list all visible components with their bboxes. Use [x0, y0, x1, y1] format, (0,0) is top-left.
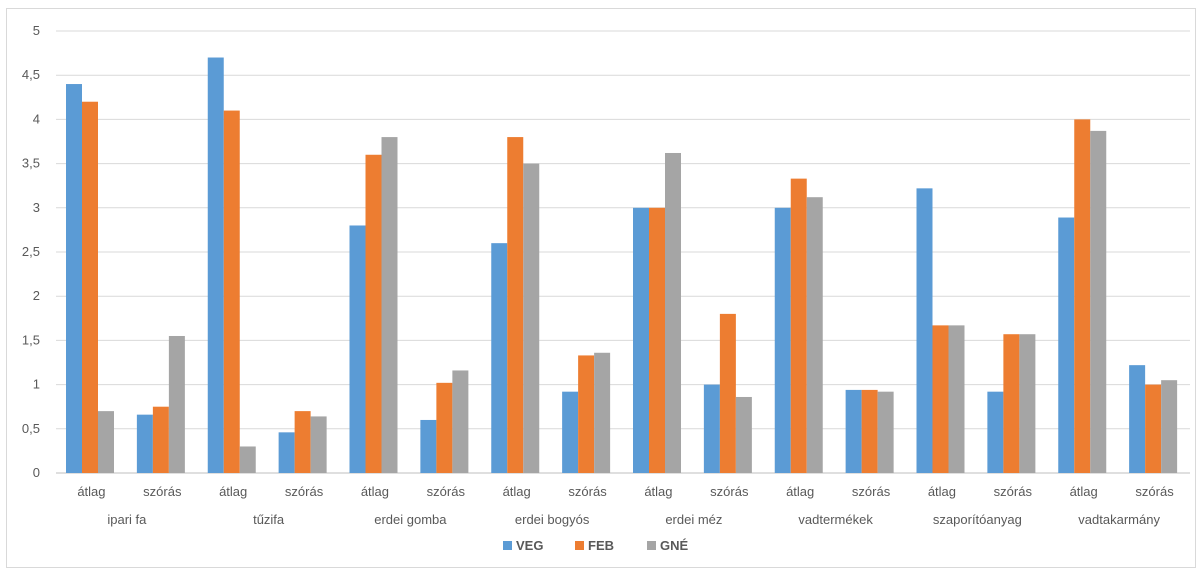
bar-feb-7 [507, 137, 524, 473]
bar-feb-1 [82, 101, 98, 473]
bar-gné-6 [452, 370, 469, 473]
y-tick-label: 4,5 [22, 67, 40, 82]
x-tick-label: átlag [644, 484, 672, 499]
bar-feb-12 [861, 389, 878, 473]
y-tick-label: 0 [33, 465, 40, 480]
bar-veg-1 [66, 84, 82, 473]
bar-veg-13 [916, 188, 933, 474]
x-tick-label: átlag [928, 484, 956, 499]
x-tick-label: átlag [1070, 484, 1098, 499]
y-tick-label: 3,5 [22, 156, 40, 171]
x-tick-label: szórás [852, 484, 891, 499]
y-tick-label: 5 [33, 23, 40, 38]
x-group-label: vadtermékek [798, 512, 873, 527]
legend-label: GNÉ [660, 538, 689, 553]
bar-gné-11 [806, 197, 823, 473]
bar-feb-6 [436, 382, 453, 473]
bar-gné-13 [948, 325, 965, 473]
bar-veg-3 [207, 57, 224, 474]
bar-gné-2 [168, 335, 185, 473]
bar-veg-12 [845, 389, 862, 473]
bar-gné-12 [877, 391, 894, 473]
x-group-label: vadtakarmány [1078, 512, 1160, 527]
bar-feb-8 [578, 355, 595, 473]
bar-gné-5 [381, 137, 398, 473]
x-group-label: erdei bogyós [515, 512, 590, 527]
bar-feb-2 [152, 406, 169, 473]
y-tick-label: 2 [33, 288, 40, 303]
x-tick-label: szórás [710, 484, 749, 499]
chart-frame [6, 8, 1196, 568]
bar-gné-8 [594, 352, 611, 473]
bar-gné-16 [1161, 380, 1178, 473]
bar-veg-16 [1129, 365, 1146, 473]
y-tick-label: 4 [33, 111, 40, 126]
bar-veg-8 [562, 391, 579, 473]
bar-gné-15 [1090, 130, 1107, 473]
bar-veg-7 [491, 243, 508, 473]
bar-feb-9 [649, 207, 665, 474]
bar-veg-2 [136, 414, 153, 473]
y-tick-label: 1,5 [22, 332, 40, 347]
legend-swatch-gné [647, 541, 656, 550]
x-tick-label: átlag [77, 484, 105, 499]
bar-veg-6 [420, 419, 437, 473]
bar-feb-14 [1003, 334, 1020, 473]
y-tick-label: 2,5 [22, 244, 40, 259]
bar-veg-4 [278, 432, 295, 473]
x-tick-label: szórás [568, 484, 607, 499]
y-tick-label: 0,5 [22, 421, 40, 436]
x-tick-label: átlag [219, 484, 247, 499]
legend-label: FEB [588, 538, 614, 553]
bar-veg-14 [987, 391, 1004, 473]
x-tick-label: átlag [361, 484, 389, 499]
legend-swatch-feb [575, 541, 584, 550]
bar-gné-3 [239, 446, 256, 473]
x-tick-label: szórás [143, 484, 182, 499]
bar-gné-10 [735, 396, 752, 473]
x-group-label: erdei gomba [374, 512, 447, 527]
bar-gné-1 [98, 411, 114, 473]
x-tick-label: szórás [427, 484, 466, 499]
bar-gné-4 [310, 416, 327, 473]
x-tick-label: szórás [994, 484, 1033, 499]
x-group-label: ipari fa [107, 512, 147, 527]
bar-gné-14 [1019, 334, 1036, 473]
bar-feb-5 [365, 154, 382, 473]
x-tick-label: átlag [786, 484, 814, 499]
x-group-label: szaporítóanyag [933, 512, 1022, 527]
x-tick-label: szórás [1135, 484, 1174, 499]
legend-label: VEG [516, 538, 543, 553]
bar-feb-13 [932, 325, 949, 473]
x-group-label: tűzifa [253, 512, 285, 527]
bar-gné-9 [665, 152, 681, 473]
x-group-label: erdei méz [665, 512, 722, 527]
bar-feb-4 [294, 411, 311, 473]
bar-feb-3 [223, 110, 240, 473]
legend-swatch-veg [503, 541, 512, 550]
x-tick-label: átlag [503, 484, 531, 499]
bar-feb-16 [1145, 384, 1162, 473]
y-tick-label: 3 [33, 200, 40, 215]
bar-feb-11 [790, 178, 807, 474]
bar-feb-15 [1074, 119, 1091, 474]
bar-gné-7 [523, 163, 540, 473]
bar-veg-15 [1058, 217, 1075, 473]
bar-veg-5 [349, 225, 366, 473]
y-tick-label: 1 [33, 377, 40, 392]
x-tick-label: szórás [285, 484, 324, 499]
bar-veg-10 [703, 384, 720, 473]
bar-veg-11 [774, 207, 791, 474]
bar-feb-10 [719, 313, 736, 473]
bar-veg-9 [633, 207, 649, 474]
